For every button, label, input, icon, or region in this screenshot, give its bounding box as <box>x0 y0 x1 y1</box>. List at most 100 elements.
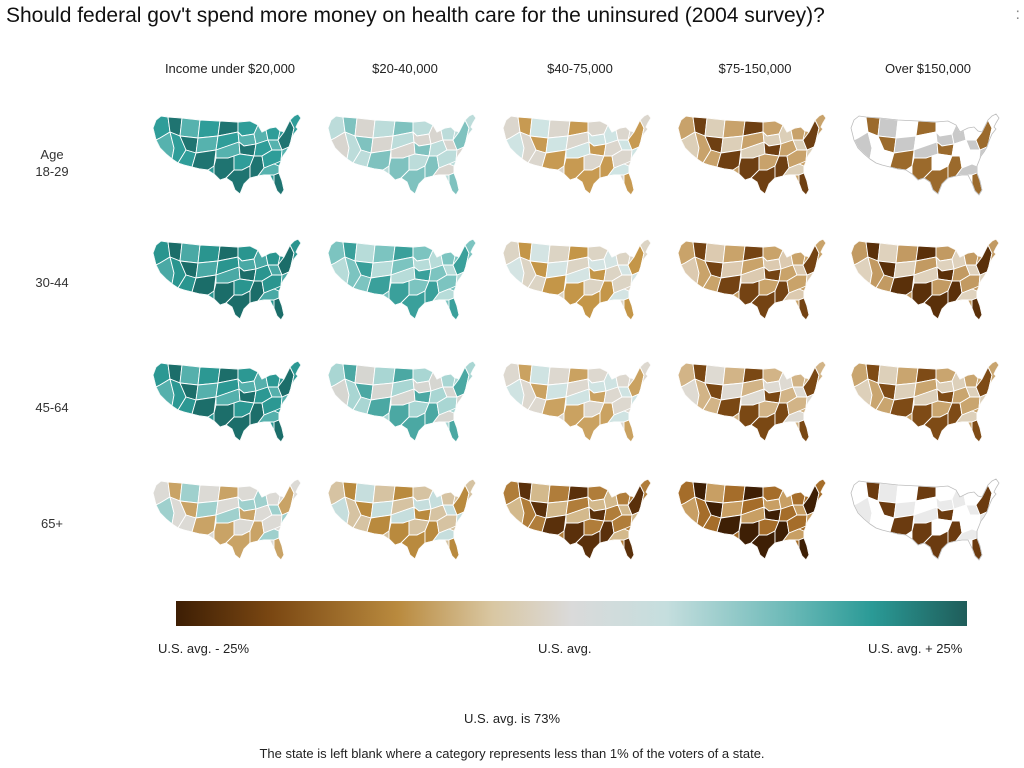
us-map-svg <box>677 360 827 443</box>
state-region <box>889 149 915 171</box>
state-region <box>889 396 915 418</box>
us-map-r4-c1 <box>150 473 310 573</box>
state-region <box>541 396 567 418</box>
state-region <box>547 484 571 504</box>
row-label-age-45-64: 45-64 <box>22 399 82 416</box>
state-region <box>722 484 746 504</box>
us-map-r1-c4 <box>675 108 835 208</box>
state-region <box>541 514 567 536</box>
us-outline <box>850 113 1000 196</box>
us-map-svg <box>152 113 302 196</box>
state-region <box>529 364 551 386</box>
row-label-line: Age <box>40 147 64 162</box>
us-map-r1-c1 <box>150 108 310 208</box>
state-region <box>877 482 899 504</box>
state-region <box>547 244 571 264</box>
column-header-income-under-20k: Income under $20,000 <box>164 61 296 76</box>
us-map-svg <box>502 238 652 321</box>
chart-title: Should federal gov't spend more money on… <box>6 4 825 27</box>
us-outline <box>850 478 1000 561</box>
us-map-r4-c5 <box>848 473 1008 573</box>
us-map-r1-c3 <box>500 108 660 208</box>
us-map-svg <box>152 238 302 321</box>
us-map-r3-c3 <box>500 355 660 455</box>
state-region <box>366 149 392 171</box>
legend-label-minus-25: U.S. avg. - 25% <box>158 641 250 656</box>
us-outline <box>850 360 1000 443</box>
state-region <box>889 274 915 296</box>
us-outline <box>502 113 652 196</box>
state-region <box>191 274 217 296</box>
us-map-r2-c1 <box>150 233 310 333</box>
legend-label-plus-25: U.S. avg. + 25% <box>868 641 963 656</box>
us-outline <box>850 238 1000 321</box>
us-map-svg <box>327 360 477 443</box>
us-outline <box>677 113 827 196</box>
us-outline <box>152 238 302 321</box>
state-region <box>179 482 201 504</box>
row-label-line: 65+ <box>40 516 64 531</box>
state-region <box>877 364 899 386</box>
us-outline <box>502 238 652 321</box>
us-map-svg <box>502 478 652 561</box>
row-label-line: 45-64 <box>35 400 69 415</box>
column-header-income-over-150k: Over $150,000 <box>884 61 971 76</box>
us-map-r4-c4 <box>675 473 835 573</box>
state-region <box>716 396 742 418</box>
us-map-r4-c2 <box>325 473 485 573</box>
state-region <box>179 242 201 264</box>
us-map-svg <box>502 113 652 196</box>
state-region <box>716 149 742 171</box>
us-map-svg <box>677 113 827 196</box>
state-region <box>372 366 396 386</box>
us-map-svg <box>850 113 1000 196</box>
state-region <box>722 244 746 264</box>
state-region <box>704 117 726 139</box>
state-region <box>722 119 746 139</box>
us-map-svg <box>850 238 1000 321</box>
us-map-r2-c2 <box>325 233 485 333</box>
state-region <box>191 396 217 418</box>
us-map-r3-c1 <box>150 355 310 455</box>
state-region <box>716 514 742 536</box>
blank-state-note: The state is left blank where a category… <box>259 746 765 761</box>
column-header-income-20-40k: $20-40,000 <box>372 61 438 76</box>
us-outline <box>677 238 827 321</box>
legend-label-avg: U.S. avg. <box>538 641 592 656</box>
column-header-income-40-75k: $40-75,000 <box>547 61 613 76</box>
us-map-r1-c2 <box>325 108 485 208</box>
state-region <box>191 149 217 171</box>
state-region <box>354 242 376 264</box>
row-label-line: 30-44 <box>35 275 69 290</box>
us-map-svg <box>152 360 302 443</box>
state-region <box>372 484 396 504</box>
state-region <box>197 119 221 139</box>
state-region <box>877 117 899 139</box>
us-map-svg <box>152 478 302 561</box>
us-outline <box>502 478 652 561</box>
us-map-svg <box>677 478 827 561</box>
us-map-r4-c3 <box>500 473 660 573</box>
title-edge-mark: : <box>1015 6 1020 23</box>
state-region <box>541 274 567 296</box>
row-label-age-30-44: 30-44 <box>22 274 82 291</box>
us-map-r2-c4 <box>675 233 835 333</box>
state-region <box>716 274 742 296</box>
column-header-income-75-150k: $75-150,000 <box>718 61 792 76</box>
us-outline <box>152 360 302 443</box>
us-map-r3-c4 <box>675 355 835 455</box>
state-region <box>704 364 726 386</box>
us-outline <box>327 478 477 561</box>
state-region <box>354 482 376 504</box>
us-map-svg <box>850 478 1000 561</box>
us-map-r1-c5 <box>848 108 1008 208</box>
state-region <box>704 482 726 504</box>
state-region <box>529 117 551 139</box>
state-region <box>547 119 571 139</box>
row-label-line: 18-29 <box>35 164 69 179</box>
state-region <box>366 396 392 418</box>
us-outline <box>152 478 302 561</box>
state-region <box>372 119 396 139</box>
state-region <box>197 366 221 386</box>
us-map-r2-c3 <box>500 233 660 333</box>
